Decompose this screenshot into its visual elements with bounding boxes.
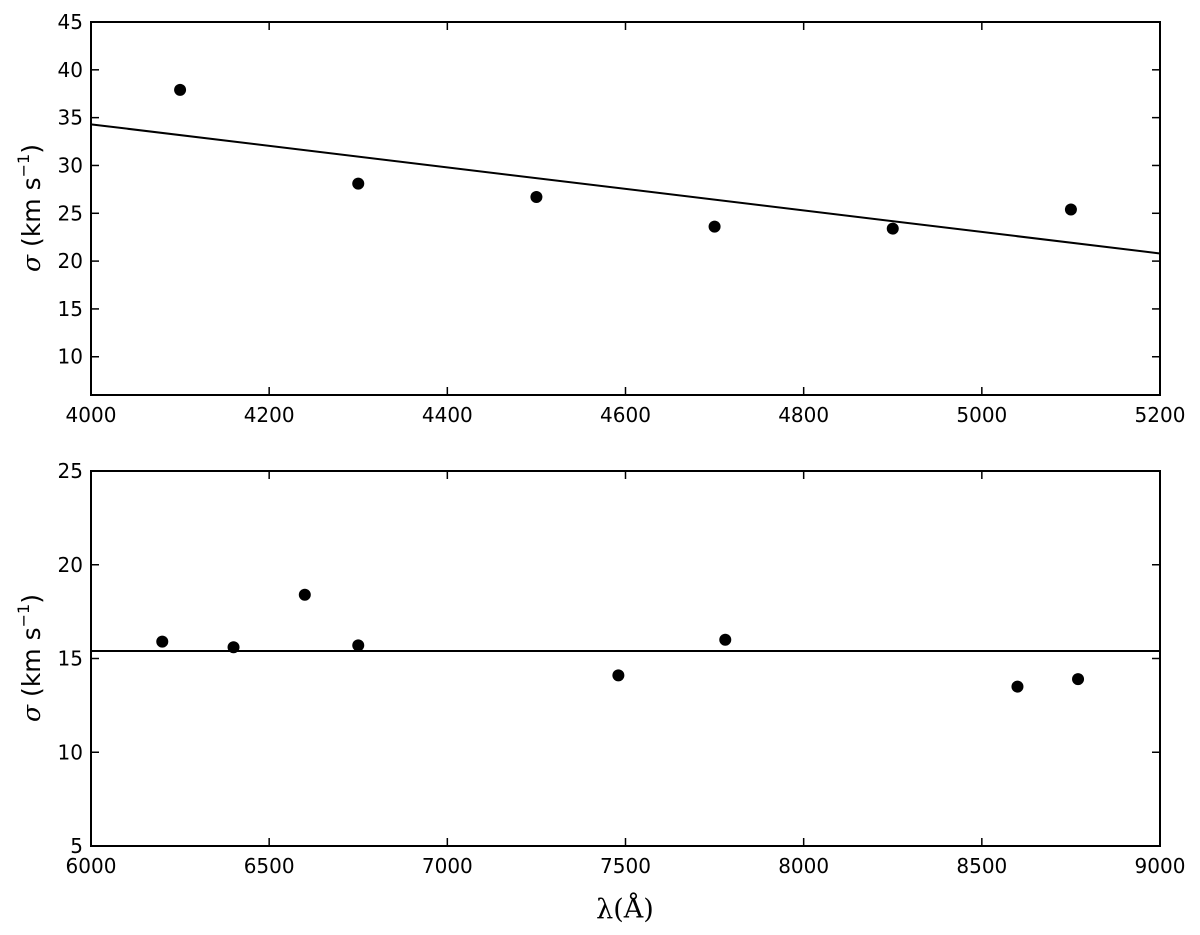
top-panel-data-point-3 <box>530 191 543 204</box>
top-panel-y-tick-label: 10 <box>58 345 83 369</box>
top-panel-x-tick-label: 4600 <box>600 403 651 427</box>
top-panel-y-tick-label: 45 <box>58 10 83 34</box>
top-panel-y-tick-label: 15 <box>58 297 83 321</box>
top-panel-data-point-4 <box>708 220 721 233</box>
bottom-panel-y-axis-units: (km s <box>17 627 46 697</box>
bottom-panel-y-tick-label: 5 <box>70 834 83 858</box>
bottom-panel-data-point-8 <box>1072 673 1085 686</box>
top-panel-y-tick-label: 25 <box>58 201 83 225</box>
bottom-panel-x-tick-label: 6000 <box>66 854 117 878</box>
bottom-panel-y-axis-exponent: −1 <box>14 604 33 628</box>
bottom-panel-x-tick-label: 7000 <box>422 854 473 878</box>
bottom-panel-x-axis-label: λ(Å) <box>596 892 654 925</box>
bottom-panel-marks <box>91 588 1160 693</box>
bottom-panel-y-tick-label: 15 <box>58 647 83 671</box>
bottom-panel-data-point-7 <box>1011 680 1024 693</box>
top-panel-y-axis-symbol: σ <box>17 254 46 272</box>
top-panel-data-point-6 <box>1064 203 1077 216</box>
top-panel-y-axis-units: (km s <box>17 177 46 247</box>
bottom-panel-x-tick-label: 7500 <box>600 854 651 878</box>
bottom-panel-data-point-1 <box>156 635 169 648</box>
bottom-panel-y-axis-label: σ (km s−1) <box>14 594 46 722</box>
bottom-panel-x-tick-label: 9000 <box>1135 854 1186 878</box>
bottom-panel: 6000 6500 7000 7500 8000 8500 9000 5 10 15 20 25 σ … <box>14 459 1185 925</box>
bottom-panel-x-tick-label: 8000 <box>778 854 829 878</box>
bottom-panel-x-tick-label: 6500 <box>244 854 295 878</box>
top-panel-x-tick-label: 4200 <box>244 403 295 427</box>
bottom-panel-x-tick-label: 8500 <box>956 854 1007 878</box>
top-panel-y-tick-label: 40 <box>58 58 83 82</box>
top-panel-x-tick-label: 4000 <box>66 403 117 427</box>
top-panel-data-point-2 <box>352 177 365 190</box>
bottom-panel-y-tick-label: 10 <box>58 740 83 764</box>
bottom-panel-data-point-4 <box>352 639 365 652</box>
top-panel-y-axis-label: σ (km s−1) <box>14 144 46 272</box>
bottom-panel-data-point-3 <box>298 588 311 601</box>
bottom-panel-data-point-5 <box>612 669 625 682</box>
top-panel-x-tick-label: 4400 <box>422 403 473 427</box>
top-panel-ticks: 4000 4200 4400 4600 4800 5000 5200 10 15 20 25 30 35… <box>58 10 1186 427</box>
top-panel-y-axis-close: ) <box>17 144 46 154</box>
bottom-panel-ticks: 6000 6500 7000 7500 8000 8500 9000 5 10 15 20 25 <box>58 459 1186 878</box>
bottom-panel-y-tick-label: 25 <box>58 459 83 483</box>
top-panel-fit-line <box>90 123 1161 255</box>
top-panel-marks <box>90 83 1161 255</box>
top-panel-x-tick-label: 5000 <box>956 403 1007 427</box>
top-panel-y-tick-label: 20 <box>58 249 83 273</box>
top-panel: 4000 4200 4400 4600 4800 5000 5200 10 15 20 25 30 35… <box>14 10 1185 427</box>
top-panel-x-tick-label: 4800 <box>778 403 829 427</box>
top-panel-x-tick-label: 5200 <box>1135 403 1186 427</box>
bottom-panel-y-axis-close: ) <box>17 594 46 604</box>
top-panel-y-tick-label: 30 <box>58 153 83 177</box>
bottom-panel-y-axis-symbol: σ <box>17 704 46 722</box>
bottom-panel-data-point-6 <box>719 633 732 646</box>
top-panel-data-point-5 <box>886 222 899 235</box>
top-panel-y-axis-exponent: −1 <box>14 154 33 178</box>
top-panel-y-tick-label: 35 <box>58 106 83 130</box>
top-panel-data-point-1 <box>174 83 187 96</box>
bottom-panel-y-tick-label: 20 <box>58 553 83 577</box>
